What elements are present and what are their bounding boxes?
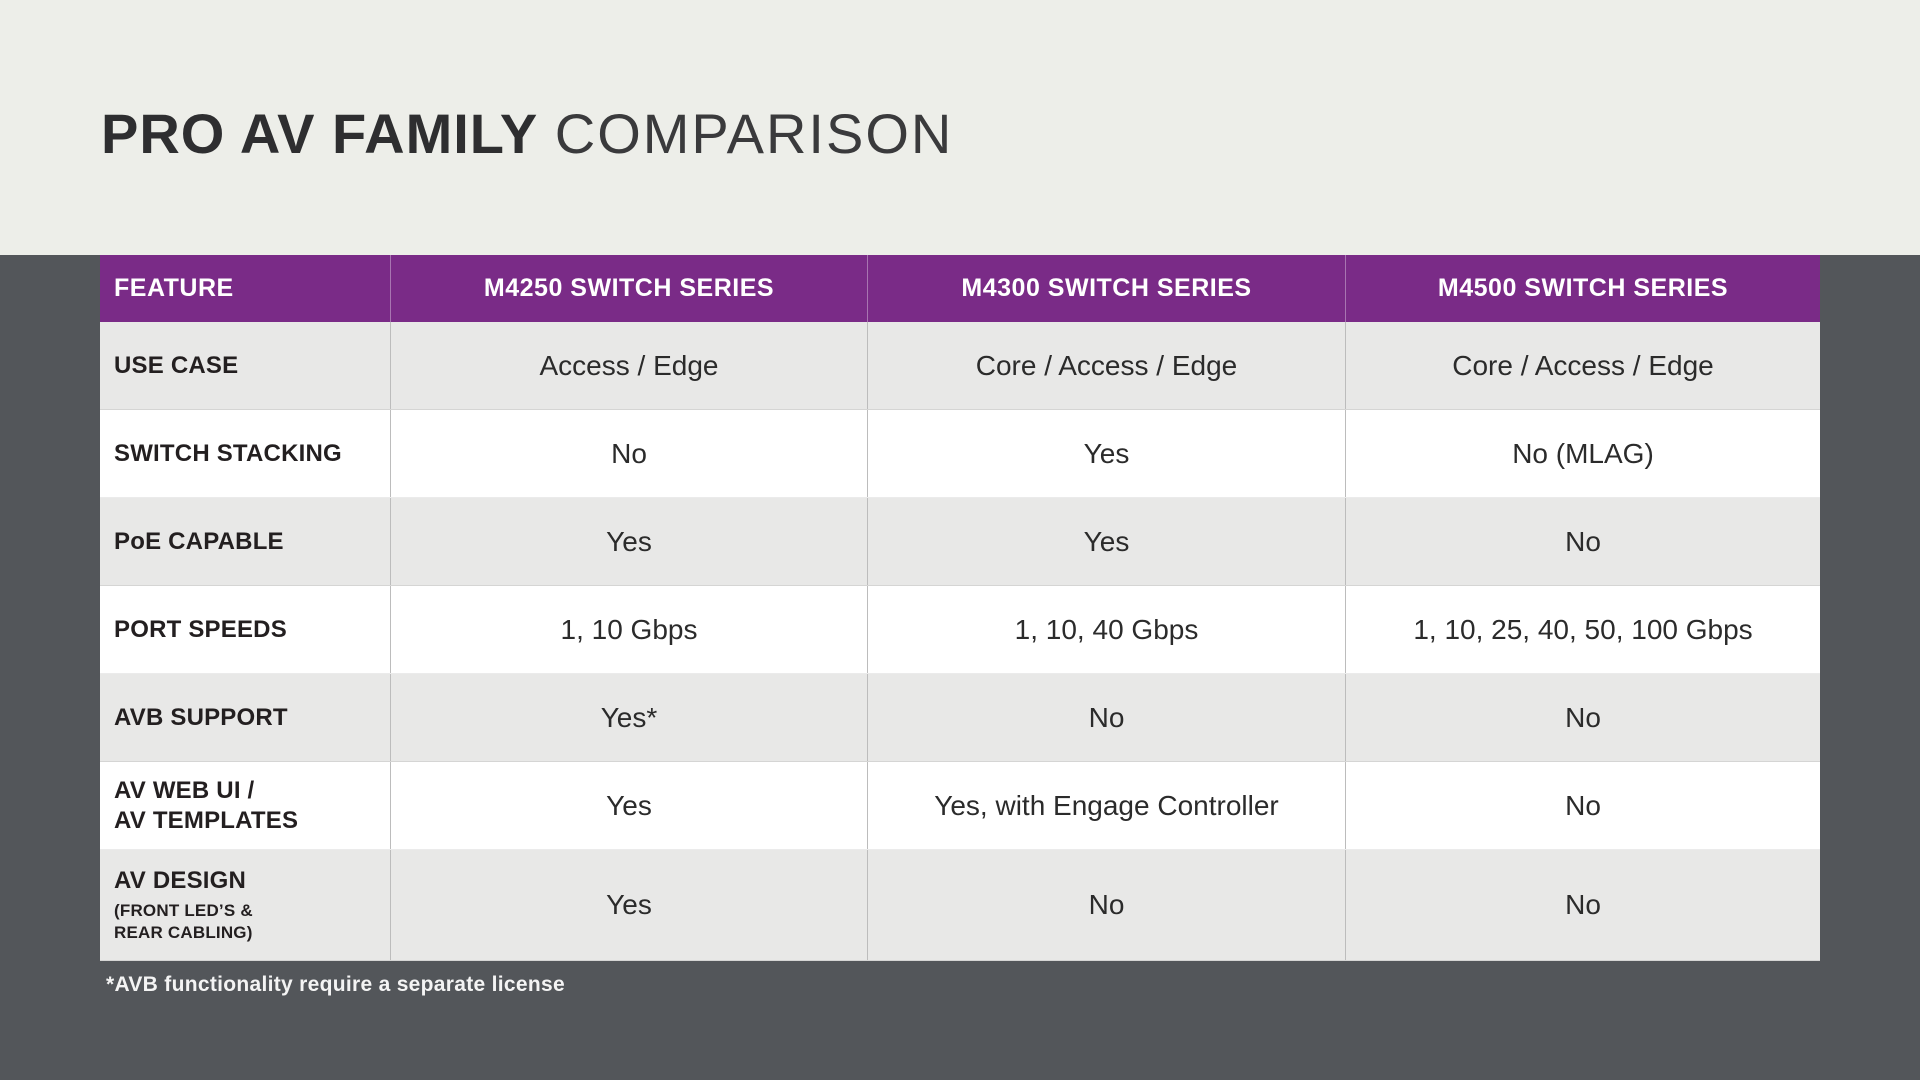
feature-label: SWITCH STACKING — [114, 439, 342, 467]
table-row-poe-capable: PoE CAPABLE Yes Yes No — [100, 498, 1820, 586]
value-cell: Core / Access / Edge — [867, 322, 1345, 409]
title-band: PRO AV FAMILY COMPARISON — [0, 0, 1920, 255]
value-cell: Access / Edge — [390, 322, 867, 409]
table-row-av-web-ui: AV WEB UI / AV TEMPLATES Yes Yes, with E… — [100, 762, 1820, 850]
value-cell: No — [390, 410, 867, 497]
value-cell: Yes — [867, 498, 1345, 585]
table-header-row: FEATURE M4250 SWITCH SERIES M4300 SWITCH… — [100, 255, 1820, 322]
value-cell: No — [1345, 850, 1820, 960]
value-cell: No — [1345, 674, 1820, 761]
value-cell: 1, 10, 40 Gbps — [867, 586, 1345, 673]
feature-label: USE CASE — [114, 351, 239, 379]
column-header-feature: FEATURE — [114, 274, 234, 302]
value-cell: No — [1345, 762, 1820, 849]
footnote: *AVB functionality require a separate li… — [106, 973, 565, 996]
value-cell: Yes — [390, 498, 867, 585]
value-cell: Yes — [867, 410, 1345, 497]
feature-label: PORT SPEEDS — [114, 615, 287, 643]
feature-label: PoE CAPABLE — [114, 527, 284, 555]
value-cell: No (MLAG) — [1345, 410, 1820, 497]
feature-label-main: AV DESIGN — [114, 866, 247, 894]
value-cell: 1, 10 Gbps — [390, 586, 867, 673]
value-cell: No — [867, 674, 1345, 761]
page-title-primary: PRO AV FAMILY — [101, 102, 539, 165]
column-header-m4300: M4300 SWITCH SERIES — [867, 255, 1345, 322]
value-cell: 1, 10, 25, 40, 50, 100 Gbps — [1345, 586, 1820, 673]
table-row-port-speeds: PORT SPEEDS 1, 10 Gbps 1, 10, 40 Gbps 1,… — [100, 586, 1820, 674]
value-cell: No — [1345, 498, 1820, 585]
column-header-m4250: M4250 SWITCH SERIES — [390, 255, 867, 322]
column-header-m4500: M4500 SWITCH SERIES — [1345, 255, 1820, 322]
table-row-use-case: USE CASE Access / Edge Core / Access / E… — [100, 322, 1820, 410]
value-cell: Yes — [390, 762, 867, 849]
page-title: PRO AV FAMILY COMPARISON — [101, 106, 953, 162]
comparison-table: FEATURE M4250 SWITCH SERIES M4300 SWITCH… — [100, 255, 1820, 961]
value-cell: No — [867, 850, 1345, 960]
value-cell: Yes, with Engage Controller — [867, 762, 1345, 849]
table-row-switch-stacking: SWITCH STACKING No Yes No (MLAG) — [100, 410, 1820, 498]
feature-label: AVB SUPPORT — [114, 703, 288, 731]
value-cell: Core / Access / Edge — [1345, 322, 1820, 409]
page-title-secondary: COMPARISON — [554, 102, 954, 165]
table-row-av-design: AV DESIGN (FRONT LED’S & REAR CABLING) Y… — [100, 850, 1820, 961]
feature-label: AV WEB UI / AV TEMPLATES — [114, 776, 299, 834]
value-cell: Yes — [390, 850, 867, 960]
feature-label-sub: (FRONT LED’S & REAR CABLING) — [114, 900, 253, 942]
table-row-avb-support: AVB SUPPORT Yes* No No — [100, 674, 1820, 762]
feature-label: AV DESIGN (FRONT LED’S & REAR CABLING) — [100, 850, 390, 960]
value-cell: Yes* — [390, 674, 867, 761]
